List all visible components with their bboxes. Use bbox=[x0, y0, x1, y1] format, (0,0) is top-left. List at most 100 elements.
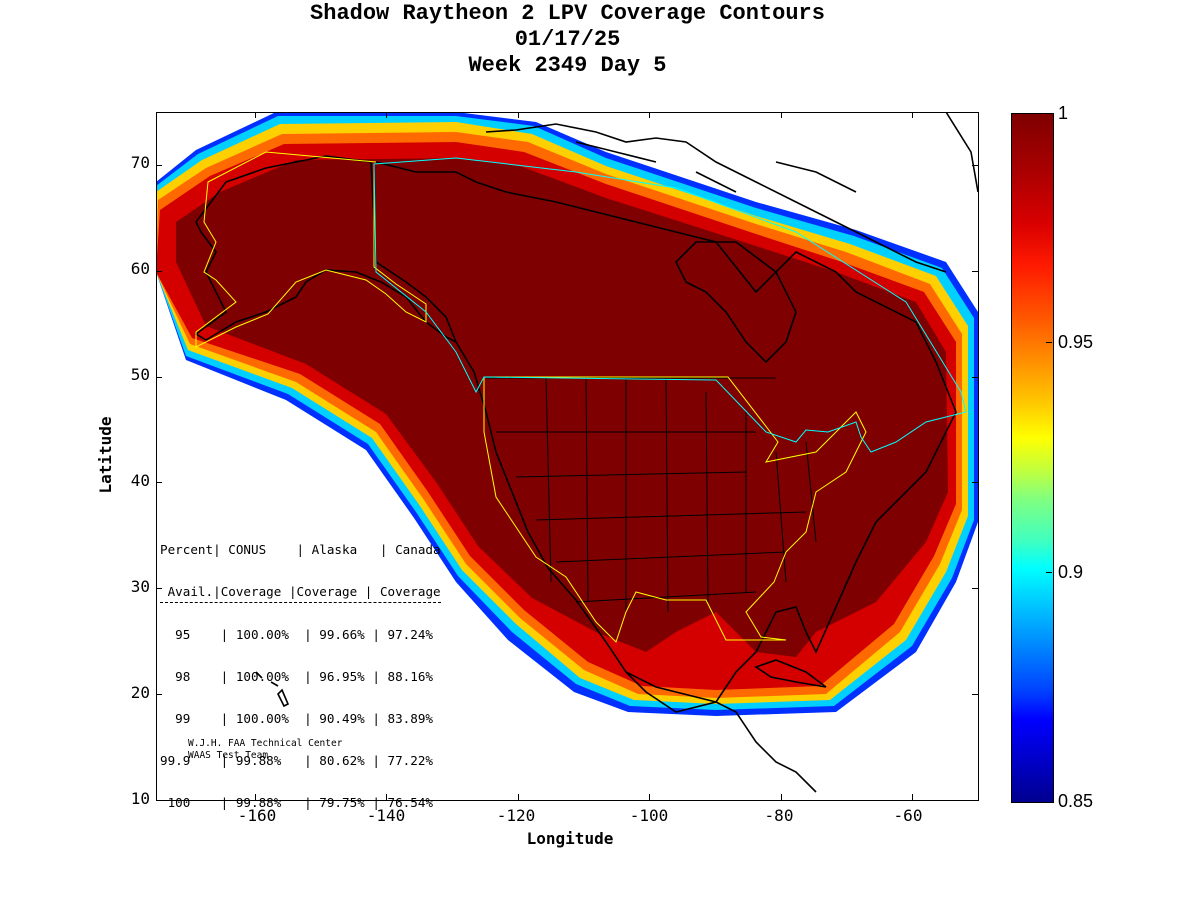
alaska-boundary bbox=[195, 151, 427, 348]
y-tick-mark bbox=[972, 270, 978, 272]
colorbar-label: 0.95 bbox=[1058, 332, 1094, 352]
y-tick-mark bbox=[156, 588, 162, 590]
stats-row: 100 | 99.88% | 79.75% | 76.54% bbox=[167, 795, 434, 810]
y-tick-mark bbox=[972, 588, 978, 590]
x-axis-label: Longitude bbox=[526, 829, 614, 848]
x-tick-mark bbox=[780, 794, 782, 800]
y-tick-mark bbox=[156, 270, 162, 272]
colorbar-label: 0.85 bbox=[1058, 791, 1094, 811]
canada-boundary bbox=[373, 157, 967, 453]
stats-cell: 96.95% bbox=[319, 669, 365, 684]
stats-header-cell: CONUS bbox=[228, 542, 267, 557]
stats-header-row-2: Avail.|Coverage |Coverage | Coverage bbox=[160, 581, 441, 603]
stats-header-cell: Canada bbox=[395, 542, 441, 557]
stats-cell: 97.24% bbox=[387, 627, 434, 642]
y-tick-label: 10 bbox=[130, 789, 150, 808]
stats-cell: 99 bbox=[175, 711, 191, 726]
stats-cell: 100 bbox=[167, 795, 191, 810]
chart-title: Shadow Raytheon 2 LPV Coverage Contours bbox=[310, 1, 825, 26]
colorbar-tick bbox=[1046, 342, 1052, 343]
stats-cell: 99.88% bbox=[235, 795, 282, 810]
north-america-coast bbox=[375, 161, 957, 713]
stats-cell: 100.00% bbox=[235, 669, 289, 684]
stats-row: 95 | 100.00% | 99.66% | 97.24% bbox=[175, 627, 434, 642]
x-tick-mark bbox=[254, 794, 256, 800]
x-tick-label: -140 bbox=[366, 806, 406, 825]
stats-cell: 99.9 bbox=[160, 753, 191, 768]
y-tick-mark bbox=[156, 694, 162, 696]
contour-band-core bbox=[176, 158, 948, 657]
chart-date: 01/17/25 bbox=[514, 27, 621, 52]
y-tick-label: 20 bbox=[130, 683, 150, 702]
y-tick-mark bbox=[156, 376, 162, 378]
chart-week-day: Week 2349 Day 5 bbox=[468, 53, 667, 78]
colorbar-label: 1 bbox=[1058, 103, 1069, 123]
y-tick-mark bbox=[156, 800, 162, 801]
stats-header-cell: Coverage bbox=[379, 584, 441, 599]
y-tick-label: 50 bbox=[130, 365, 150, 384]
y-tick-label: 30 bbox=[130, 577, 150, 596]
coverage-contours bbox=[156, 112, 978, 716]
cuba-outline bbox=[754, 659, 827, 688]
credits-line: W.J.H. FAA Technical Center bbox=[188, 738, 343, 749]
stats-header-cell: Coverage bbox=[296, 584, 358, 599]
canadian-arctic-islands bbox=[485, 123, 947, 273]
stats-cell: 76.54% bbox=[387, 795, 434, 810]
x-tick-label: -160 bbox=[237, 806, 277, 825]
x-tick-mark bbox=[254, 112, 256, 118]
coverage-stats-table: Percent| CONUS | Alaska | Canada Avail.|… bbox=[160, 518, 441, 834]
credits: W.J.H. FAA Technical Center WAAS Test Tea… bbox=[188, 738, 342, 762]
stats-header-cell: Alaska bbox=[311, 542, 358, 557]
y-tick-label: 40 bbox=[130, 471, 150, 490]
conus-boundary bbox=[483, 376, 867, 643]
stats-cell: 100.00% bbox=[235, 711, 289, 726]
stats-header-cell: Avail. bbox=[167, 584, 214, 599]
hawaii-islands bbox=[255, 671, 290, 708]
x-tick-label: -120 bbox=[496, 806, 536, 825]
y-tick-mark bbox=[972, 376, 978, 378]
y-tick-label: 60 bbox=[130, 259, 150, 278]
stats-cell: 95 bbox=[175, 627, 191, 642]
coverage-map-svg bbox=[156, 112, 978, 793]
gulf-coast bbox=[625, 671, 817, 793]
x-tick-label: -60 bbox=[893, 806, 923, 825]
stats-cell: 83.89% bbox=[387, 711, 434, 726]
y-tick-label: 70 bbox=[130, 153, 150, 172]
region-boundaries bbox=[195, 151, 967, 643]
stats-row: 99.9 | 99.88% | 80.62% | 77.22% bbox=[160, 753, 434, 768]
hudson-bay bbox=[675, 241, 797, 364]
coverage-map bbox=[156, 112, 978, 800]
y-tick-mark bbox=[972, 482, 978, 484]
stats-row: 99 | 100.00% | 90.49% | 83.89% bbox=[175, 711, 434, 726]
stats-header-cell: Coverage bbox=[220, 584, 282, 599]
x-tick-mark bbox=[517, 794, 519, 800]
y-tick-mark bbox=[972, 694, 978, 696]
greenland-coast bbox=[945, 112, 978, 193]
stats-cell: 79.75% bbox=[319, 795, 365, 810]
stats-cell: 98 bbox=[175, 669, 191, 684]
stats-header-row-1: Percent| CONUS | Alaska | Canada bbox=[160, 542, 441, 557]
stats-cell: 88.16% bbox=[387, 669, 434, 684]
x-tick-label: -80 bbox=[764, 806, 794, 825]
stats-cell: 100.00% bbox=[235, 627, 289, 642]
x-tick-mark bbox=[386, 794, 388, 800]
x-tick-mark bbox=[780, 112, 782, 118]
stats-header-cell: Percent bbox=[160, 542, 214, 557]
colorbar-label: 0.9 bbox=[1058, 562, 1084, 582]
stats-cell: 99.88% bbox=[235, 753, 282, 768]
x-tick-mark bbox=[912, 794, 914, 800]
y-tick-mark bbox=[156, 482, 162, 484]
stats-cell: 99.66% bbox=[319, 627, 365, 642]
stats-cell: 77.22% bbox=[387, 753, 434, 768]
x-tick-mark bbox=[912, 112, 914, 118]
colorbar-tick bbox=[1046, 572, 1052, 573]
stats-cell: 90.49% bbox=[319, 711, 365, 726]
y-tick-mark bbox=[156, 164, 162, 166]
x-tick-mark bbox=[649, 112, 651, 118]
y-tick-mark bbox=[972, 164, 978, 166]
x-tick-mark bbox=[517, 112, 519, 118]
stats-cell: 80.62% bbox=[319, 753, 365, 768]
x-tick-label: -100 bbox=[629, 806, 669, 825]
y-tick-mark bbox=[972, 800, 978, 801]
y-axis-label: Latitude bbox=[96, 416, 115, 494]
